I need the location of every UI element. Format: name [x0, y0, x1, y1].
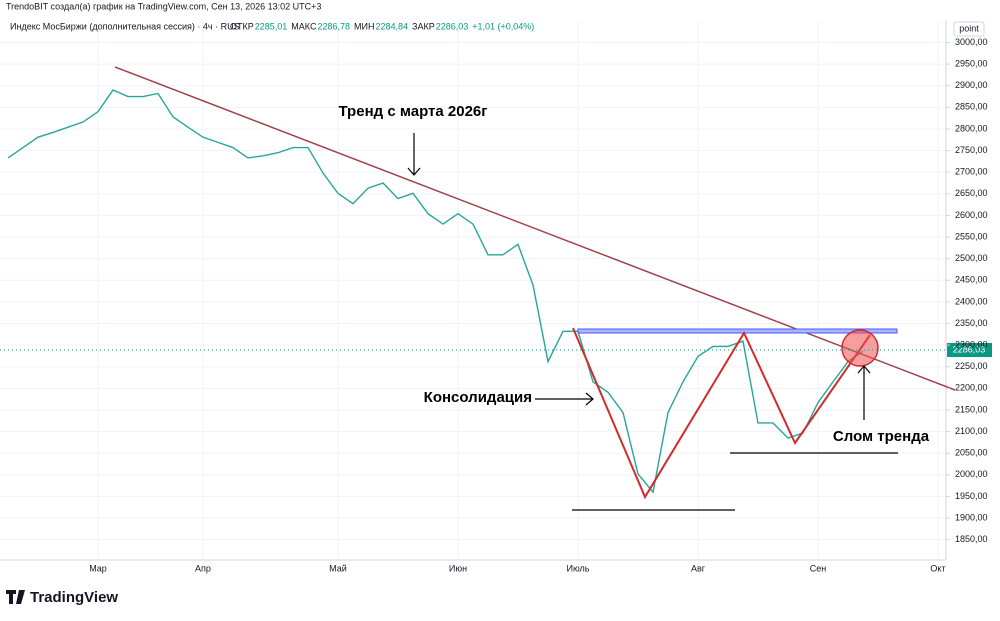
x-tick-label: Май: [329, 563, 347, 573]
unit: point: [959, 23, 979, 33]
y-tick-label: 1950,00: [955, 491, 988, 501]
y-tick-label: 2550,00: [955, 231, 988, 241]
arrow-head: [407, 167, 421, 176]
annotation: Консолидация: [424, 389, 532, 406]
price-line-series: [7, 89, 864, 494]
y-tick-label: 2200,00: [955, 383, 988, 393]
y-tick-label: 2400,00: [955, 296, 988, 306]
x-tick-label: Сен: [810, 563, 827, 573]
logo-icon: [6, 590, 25, 604]
marks: [7, 89, 864, 494]
arrow-head: [585, 392, 594, 406]
breakout-circle: [841, 329, 879, 367]
quote-value: 2285,01: [255, 21, 288, 31]
x-tick-label: Июн: [449, 563, 467, 573]
resistance-band: [577, 328, 898, 334]
y-tick-label: 2750,00: [955, 145, 988, 155]
quote: ОТКР 2285,01 МАКС 2286,78 МИН 2284,84 ЗАКР 2286…: [230, 21, 534, 31]
unit-box[interactable]: [953, 21, 985, 37]
quote-value: 2284,84: [375, 21, 408, 31]
y-tick-label: 2250,00: [955, 361, 988, 371]
y-tick-label: 2350,00: [955, 318, 988, 328]
y-tick-label: 2700,00: [955, 167, 988, 177]
y-tick-label: 2600,00: [955, 210, 988, 220]
grid: [0, 20, 946, 560]
x-tick-label: Авг: [691, 563, 706, 573]
y-tick-label: 2150,00: [955, 404, 988, 414]
quote-label: ЗАКР: [412, 21, 435, 31]
x-tick-label: Апр: [195, 563, 211, 573]
y-tick-label: 1850,00: [955, 534, 988, 544]
y-tick-label: 2000,00: [955, 469, 988, 479]
x-tick-label: Мар: [89, 563, 107, 573]
arrow-head: [857, 365, 871, 374]
y-tick-label: 2900,00: [955, 80, 988, 90]
credit: TrendoBIT создал(а) график на TradingVie…: [6, 1, 321, 11]
quote-value: 2286,78: [317, 21, 350, 31]
annotation: Слом тренда: [833, 428, 930, 445]
y-tick-label: 2950,00: [955, 58, 988, 68]
x-tick-label: Июль: [567, 563, 590, 573]
quote-change: +1,01 (+0,04%): [472, 21, 534, 31]
y-tick-label: 2450,00: [955, 275, 988, 285]
quote-label: МАКС: [291, 21, 317, 31]
y-tick-label: 2100,00: [955, 426, 988, 436]
y-tick-label: 2800,00: [955, 123, 988, 133]
y-tick-label: 3000,00: [955, 37, 988, 47]
quote-label: ОТКР: [230, 21, 254, 31]
zigzag: [572, 327, 871, 500]
y-tick-label: 2300,00: [955, 339, 988, 349]
quote-value: 2286,03: [436, 21, 469, 31]
annotation: Тренд с марта 2026г: [338, 103, 487, 120]
y-tick-label: 2050,00: [955, 448, 988, 458]
symbol: Индекс МосБиржи (дополнительная сессия) …: [10, 21, 240, 31]
y-tick-label: 2650,00: [955, 188, 988, 198]
y-tick-label: 1900,00: [955, 512, 988, 522]
price-tag: [947, 343, 992, 357]
logo[interactable]: TradingView: [30, 589, 118, 606]
quote-label: МИН: [354, 21, 374, 31]
x-tick-label: Окт: [930, 563, 945, 573]
trend-line: [114, 66, 956, 391]
price-tag-label: 2286,03: [953, 344, 986, 354]
y-tick-label: 2500,00: [955, 253, 988, 263]
y-tick-label: 2850,00: [955, 102, 988, 112]
